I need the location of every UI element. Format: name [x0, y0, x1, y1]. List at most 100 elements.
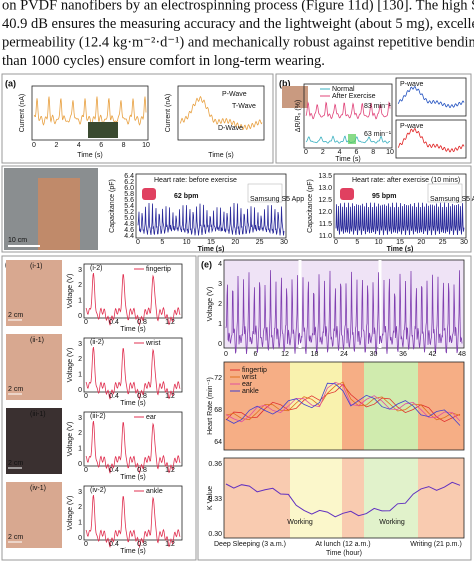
- legend-label: fingertip: [242, 367, 267, 374]
- y-tick-label: 0.36: [208, 461, 222, 468]
- photo-label: (iv-1): [30, 485, 46, 492]
- inset-label: P-wave: [400, 123, 423, 130]
- y-tick-label: 4.6: [124, 227, 134, 234]
- y-tick-label: 0: [78, 461, 82, 468]
- x-axis-label: Time (s): [208, 152, 233, 159]
- y-axis-label: Voltage (V): [67, 274, 74, 309]
- waveform: [225, 270, 463, 355]
- x-tick-label: 30: [370, 351, 378, 358]
- photo-person: [38, 178, 80, 250]
- x-tick-label: 20: [231, 239, 239, 246]
- photo: [6, 260, 62, 326]
- y-tick-label: 3: [78, 341, 82, 348]
- waveform: [85, 495, 181, 548]
- x-tick-label: 4: [338, 149, 342, 156]
- panel-d-frame: [1, 255, 197, 561]
- x-tick-label: At lunch (12 a.m.): [315, 541, 370, 548]
- x-tick-label: Deep Sleeping (3 a.m.): [214, 541, 286, 548]
- y-tick-label: 3: [78, 415, 82, 422]
- y-tick-label: 64: [214, 439, 222, 446]
- x-tick-label: 8: [122, 142, 126, 149]
- y-tick-label: 2: [78, 356, 82, 363]
- waveform: [33, 96, 147, 126]
- time-band: [342, 458, 364, 538]
- y-tick-label: 2: [218, 301, 222, 308]
- y-tick-label: 1: [218, 321, 222, 328]
- waveform: [85, 347, 181, 400]
- x-tick-label: 1.2: [165, 319, 175, 326]
- x-axis-label: Time (s): [77, 152, 102, 159]
- y-tick-label: 13.5: [318, 173, 332, 180]
- plot-area: [135, 173, 287, 239]
- x-tick-label: 25: [439, 239, 447, 246]
- photo-label: (ii-1): [30, 337, 44, 344]
- x-tick-label: 10: [142, 142, 150, 149]
- plot-label: (ii-2): [90, 339, 104, 346]
- x-tick-label: 0.4: [109, 393, 119, 400]
- heart-icon: [340, 188, 354, 200]
- y-tick-label: 2: [78, 282, 82, 289]
- x-tick-label: 8: [371, 149, 375, 156]
- x-tick-label: 12: [281, 351, 289, 358]
- photo: [6, 408, 62, 474]
- x-tick-label: 0.8: [137, 319, 147, 326]
- wave-label: P-Wave: [222, 91, 247, 98]
- x-tick-label: 0: [304, 149, 308, 156]
- panel-b-frame: [275, 73, 472, 164]
- x-axis-label: Time (s): [120, 474, 145, 481]
- x-tick-label: 0.8: [137, 393, 147, 400]
- x-tick-label: 25: [256, 239, 264, 246]
- time-band: [418, 458, 464, 538]
- y-tick-label: 6.0: [124, 185, 134, 192]
- app-label: Samsung S5 App: [250, 196, 304, 203]
- x-axis-label: Time (s): [120, 400, 145, 407]
- plot-area: [83, 263, 183, 319]
- scale-label: 2 cm: [8, 460, 23, 467]
- waveform: [397, 128, 465, 153]
- y-tick-label: 3: [78, 489, 82, 496]
- plot-area: [83, 485, 183, 541]
- figure-frames: [1, 73, 472, 561]
- y-tick-label: 2: [78, 504, 82, 511]
- x-tick-label: 0.8: [137, 467, 147, 474]
- time-band: [342, 362, 364, 450]
- plot-area: [83, 411, 183, 467]
- panel-c-frame: [1, 165, 472, 253]
- app-label: Samsung S5 App: [430, 196, 474, 203]
- plot-label: (iv-2): [90, 487, 106, 494]
- waveform: [179, 95, 263, 131]
- x-tick-label: 20: [417, 239, 425, 246]
- panel-a-frame: [1, 73, 274, 164]
- panel-e-frame: [197, 255, 472, 561]
- scale-label: 2 cm: [8, 312, 23, 319]
- x-tick-label: 5: [355, 239, 359, 246]
- plot-label: (i-2): [90, 265, 102, 272]
- photo-label: (iii-1): [30, 411, 46, 418]
- y-axis-label: Voltage (V): [67, 348, 74, 383]
- y-tick-label: 1: [78, 520, 82, 527]
- x-tick-label: 4: [77, 142, 81, 149]
- plot-area: [223, 457, 465, 539]
- plot-title: Heart rate: after exercise (10 mins): [352, 177, 460, 184]
- y-tick-label: 11.0: [319, 233, 332, 240]
- x-tick-label: 0.4: [109, 467, 119, 474]
- x-tick-label: 2: [321, 149, 325, 156]
- y-tick-label: 0: [78, 387, 82, 394]
- legend-label: fingertip: [146, 266, 171, 273]
- x-tick-label: 6: [99, 142, 103, 149]
- waveform: [397, 86, 465, 109]
- x-tick-label: 6: [354, 149, 358, 156]
- x-axis-label: Time (hour): [326, 550, 362, 557]
- rate-label: 83 min⁻¹: [364, 103, 392, 110]
- x-tick-label: 15: [396, 239, 404, 246]
- y-tick-label: 5.2: [124, 209, 134, 216]
- x-tick-label: 2: [54, 142, 58, 149]
- highlight: [348, 134, 356, 144]
- x-tick-label: 0: [136, 239, 140, 246]
- x-tick-label: 30: [460, 239, 468, 246]
- time-band: [364, 458, 418, 538]
- legend-label: wrist: [241, 374, 256, 381]
- y-tick-label: 3: [218, 281, 222, 288]
- paragraph-line: 40.9 dB ensures the measuring accuracy a…: [2, 16, 474, 32]
- y-axis-label: Voltage (V): [207, 287, 214, 322]
